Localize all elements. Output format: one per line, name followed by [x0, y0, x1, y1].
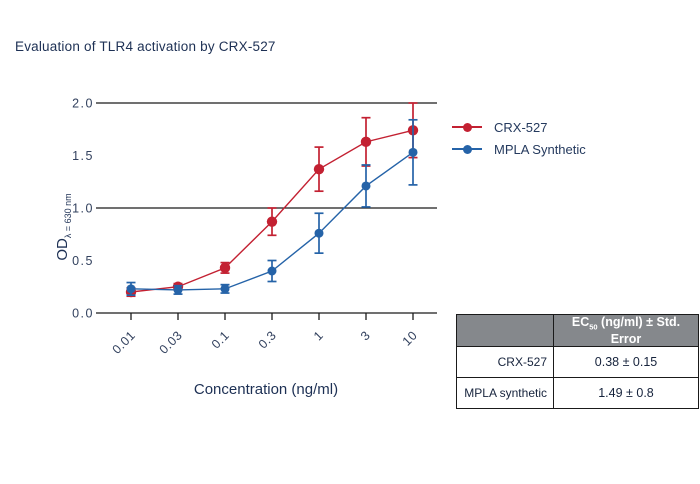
x-tick-label: 3	[358, 328, 373, 343]
table-header-ec50-cell: EC50 (ng/ml) ± Std. Error	[553, 314, 699, 347]
blue-dot-icon	[462, 144, 472, 154]
data-point	[126, 284, 136, 294]
x-tick-label: 10	[400, 328, 420, 348]
data-point	[219, 262, 231, 274]
page-title: Evaluation of TLR4 activation by CRX-527	[15, 39, 276, 54]
legend-marker-blue	[452, 144, 482, 154]
data-point	[220, 284, 230, 294]
data-point	[173, 285, 183, 295]
table-header-empty-cell	[456, 314, 554, 347]
data-point	[266, 216, 278, 227]
red-dot-icon	[462, 122, 472, 132]
data-point	[313, 163, 325, 175]
table-row: MPLA synthetic 1.49 ± 0.8	[456, 376, 699, 409]
x-tick-label: 0.3	[256, 328, 279, 351]
x-tick-label: 0.1	[209, 328, 232, 351]
data-point	[267, 266, 277, 276]
x-tick-label: 0.03	[157, 328, 186, 357]
data-point	[361, 181, 371, 191]
legend: CRX-527 MPLA Synthetic	[452, 116, 586, 160]
legend-label: MPLA Synthetic	[494, 141, 586, 157]
x-axis-label: Concentration (ng/ml)	[193, 381, 339, 398]
table-row-value: 1.49 ± 0.8	[553, 376, 699, 409]
table-row-label: CRX-527	[456, 345, 554, 378]
x-tick-label: 0.01	[110, 328, 139, 357]
legend-entry-crx527: CRX-527	[452, 116, 586, 138]
ec50-table: EC50 (ng/ml) ± Std. Error CRX-527 0.38 ±…	[456, 314, 699, 409]
dose-response-plot: 0.01 0.03 0.1 0.3 1 3 10 0.0 0.5 1.0 1.5 2.0	[72, 97, 437, 357]
x-tick-label: 1	[311, 328, 326, 343]
data-point	[408, 147, 418, 157]
y-tick-label: 2.0	[72, 97, 94, 111]
data-point	[314, 228, 324, 238]
data-point	[360, 136, 372, 148]
y-tick-label: 1.5	[72, 149, 94, 163]
table-row: CRX-527 0.38 ± 0.15	[456, 345, 699, 378]
y-tick-label: 1.0	[72, 202, 94, 216]
legend-label: CRX-527	[494, 119, 548, 135]
table-row-value: 0.38 ± 0.15	[553, 345, 699, 378]
legend-marker-red	[452, 122, 482, 132]
table-row-label: MPLA synthetic	[456, 376, 554, 409]
legend-entry-mpla: MPLA Synthetic	[452, 138, 586, 160]
table-header-row: EC50 (ng/ml) ± Std. Error	[456, 314, 699, 347]
y-tick-label: 0.5	[72, 254, 94, 268]
y-tick-label: 0.0	[72, 307, 94, 321]
